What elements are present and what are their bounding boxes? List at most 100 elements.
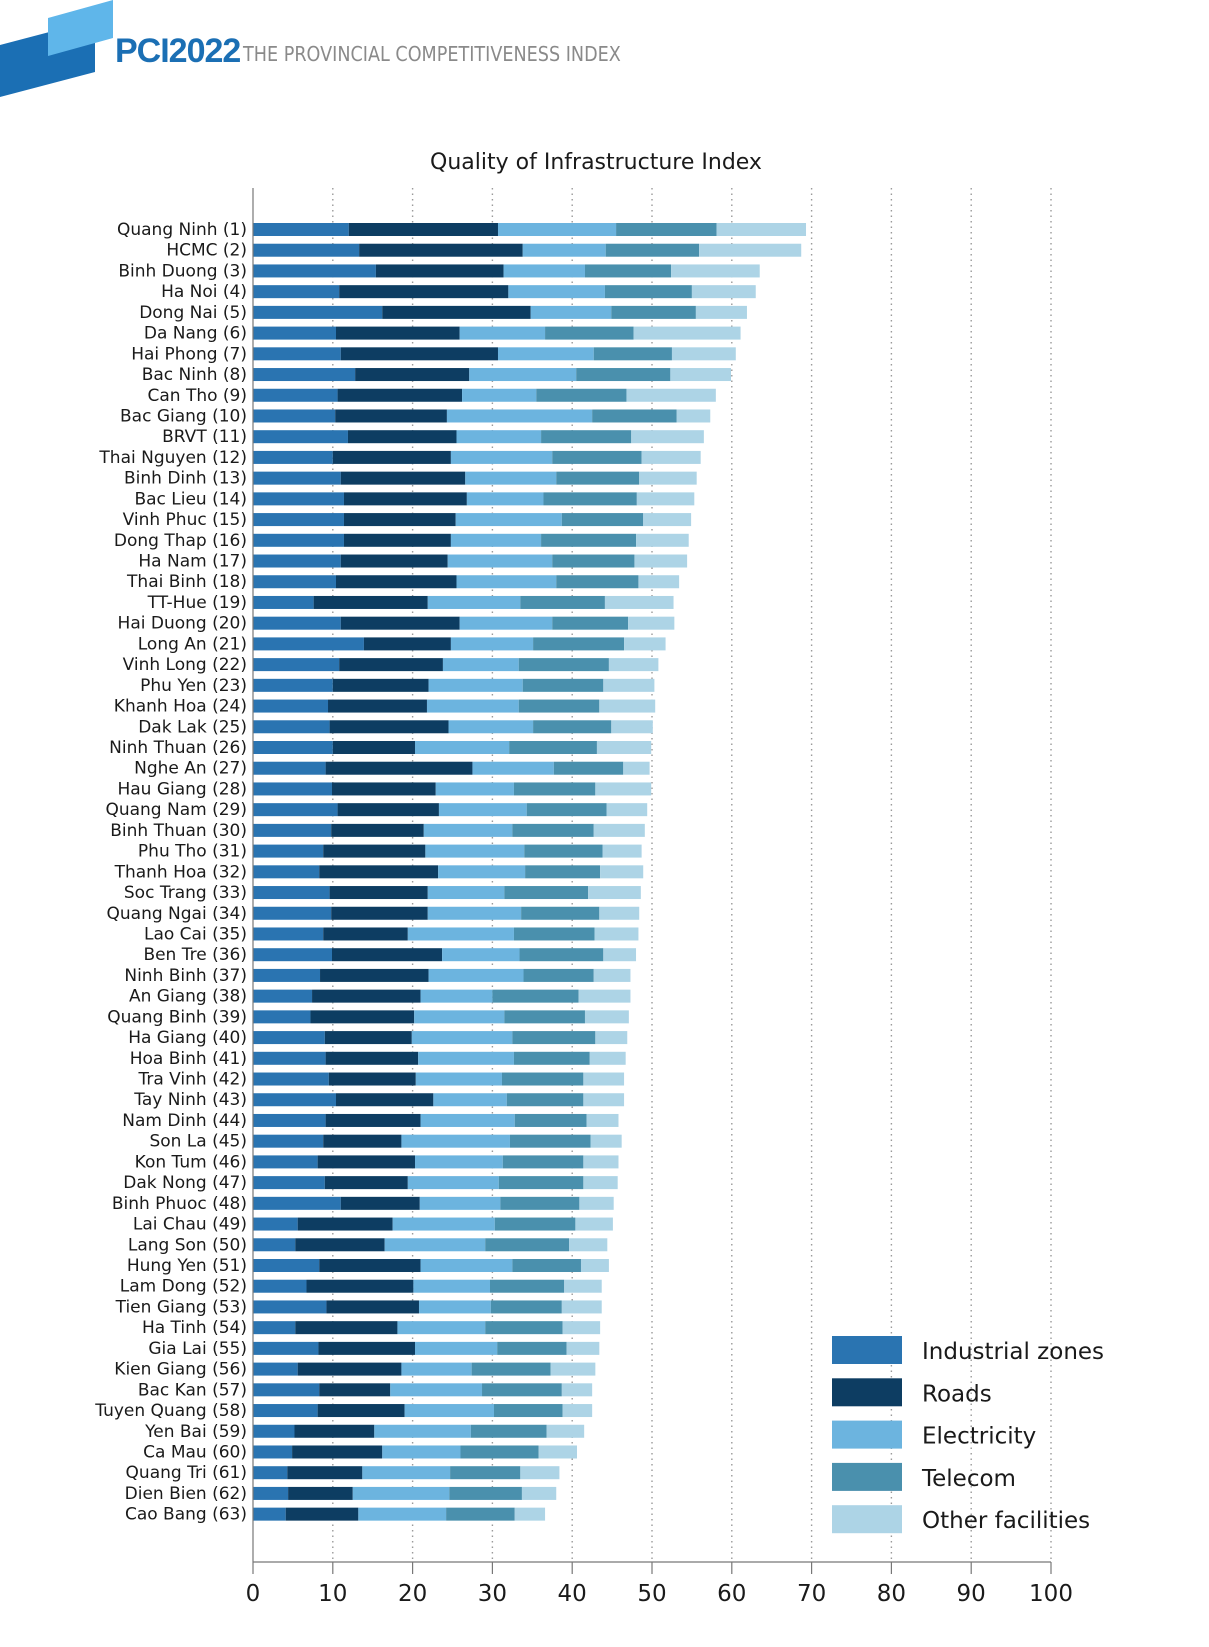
category-label: Ninh Binh (37) — [124, 966, 247, 986]
bar-24-series-5 — [599, 699, 656, 713]
bar-25-series-2 — [329, 720, 449, 734]
category-label: Son La (45) — [149, 1132, 247, 1152]
category-label: Tay Ninh (43) — [133, 1090, 247, 1110]
bar-33-series-3 — [427, 886, 505, 900]
bar-63-series-5 — [514, 1507, 546, 1521]
bar-57-series-2 — [319, 1383, 391, 1397]
bar-32-series-3 — [438, 865, 526, 879]
bar-16-series-2 — [343, 533, 451, 547]
bar-56-series-4 — [471, 1362, 551, 1376]
legend: Industrial zones Roads Electricity Telecom O… — [832, 1336, 1104, 1534]
bar-6-series-1 — [253, 326, 336, 340]
report-subtitle: THE PROVINCIAL COMPETITIVENESS INDEX — [243, 42, 621, 66]
bar-30-series-1 — [253, 823, 332, 837]
bar-48-series-1 — [253, 1196, 341, 1210]
bar-20-series-2 — [340, 616, 460, 630]
bar-17-series-3 — [447, 554, 553, 568]
x-tick-label: 50 — [637, 1581, 666, 1607]
category-label: Binh Duong (3) — [118, 261, 247, 281]
bar-12-series-5 — [641, 450, 701, 464]
bar-14-series-1 — [253, 492, 344, 506]
bar-25-series-1 — [253, 720, 330, 734]
bar-6-series-2 — [335, 326, 460, 340]
bar-53-series-5 — [561, 1300, 602, 1314]
bar-50-series-3 — [384, 1238, 486, 1252]
bar-44-series-3 — [420, 1113, 515, 1127]
x-tick-label: 20 — [398, 1581, 427, 1607]
category-label: Thanh Hoa (32) — [114, 862, 247, 882]
bar-55-series-3 — [414, 1341, 498, 1355]
bar-36-series-4 — [519, 948, 604, 962]
bar-34-series-4 — [521, 906, 600, 920]
bar-46-series-5 — [583, 1155, 619, 1169]
category-label: Lai Chau (49) — [133, 1215, 247, 1235]
bar-41-series-1 — [253, 1051, 326, 1065]
bar-52-series-1 — [253, 1279, 307, 1293]
bar-20-series-5 — [628, 616, 675, 630]
category-label: Soc Trang (33) — [124, 883, 247, 903]
x-tick-label: 0 — [246, 1581, 261, 1607]
bar-17-series-5 — [634, 554, 688, 568]
bar-33-series-4 — [504, 886, 589, 900]
category-label: Yen Bai (59) — [144, 1422, 247, 1442]
bar-62-series-3 — [352, 1486, 450, 1500]
category-label: Can Tho (9) — [147, 386, 247, 406]
category-label: Quang Ninh (1) — [117, 220, 247, 240]
bar-48-series-3 — [419, 1196, 501, 1210]
bar-34-series-3 — [427, 906, 522, 920]
category-label: Quang Ngai (34) — [107, 904, 248, 924]
bar-20-series-3 — [459, 616, 553, 630]
bar-3-series-5 — [671, 264, 760, 278]
bar-30-series-4 — [512, 823, 594, 837]
bar-39-series-5 — [584, 1010, 629, 1024]
bar-5-series-2 — [382, 305, 531, 319]
bar-1-series-1 — [253, 223, 349, 236]
bar-2-series-2 — [359, 243, 523, 257]
bar-58-series-1 — [253, 1404, 318, 1418]
legend-label: Industrial zones — [922, 1339, 1104, 1365]
bar-35-series-5 — [594, 927, 639, 941]
bar-32-series-2 — [319, 865, 439, 879]
bar-16-series-3 — [450, 533, 542, 547]
bar-62-series-1 — [253, 1486, 289, 1500]
bar-17-series-1 — [253, 554, 341, 568]
bar-60-series-1 — [253, 1445, 293, 1459]
bar-63-series-4 — [446, 1507, 515, 1521]
bar-26-series-3 — [414, 741, 510, 754]
bar-27-series-1 — [253, 761, 326, 775]
bar-31-series-4 — [524, 844, 603, 858]
bar-34-series-5 — [599, 906, 640, 920]
bar-61-series-3 — [362, 1466, 451, 1480]
category-labels: Quang Ninh (1)HCMC (2)Binh Duong (3)Ha N… — [94, 220, 247, 1525]
category-label: Long An (21) — [138, 634, 247, 654]
bar-30-series-5 — [593, 823, 645, 837]
bar-29-series-2 — [337, 803, 439, 817]
bar-20-series-1 — [253, 616, 341, 630]
bar-59-series-4 — [470, 1424, 547, 1438]
bar-57-series-1 — [253, 1383, 320, 1397]
bar-7-series-3 — [497, 347, 594, 361]
bar-51-series-3 — [420, 1259, 513, 1272]
bar-5-series-3 — [530, 305, 612, 319]
bar-51-series-4 — [512, 1259, 581, 1272]
category-label: Dong Nai (5) — [139, 303, 247, 323]
bar-25-series-5 — [611, 720, 653, 734]
category-label: Kon Tum (46) — [135, 1152, 247, 1172]
bar-16-series-4 — [541, 533, 637, 547]
brand-logo-shape — [0, 0, 113, 97]
x-axis: 0 10 20 30 40 50 60 70 80 90 100 — [246, 188, 1073, 1607]
bar-38-series-5 — [578, 989, 631, 1003]
bar-46-series-1 — [253, 1155, 318, 1169]
category-label: Tra Vinh (42) — [137, 1070, 247, 1090]
category-label: Tuyen Quang (58) — [94, 1401, 247, 1421]
bar-40-series-2 — [324, 1031, 412, 1045]
legend-swatch — [832, 1462, 902, 1491]
category-label: Hai Phong (7) — [131, 344, 247, 364]
bar-57-series-4 — [482, 1383, 562, 1397]
bar-56-series-3 — [401, 1362, 472, 1376]
x-tick-label: 10 — [318, 1581, 347, 1607]
bar-16-series-1 — [253, 533, 344, 547]
bar-38-series-1 — [253, 989, 313, 1003]
bar-37-series-2 — [320, 968, 429, 982]
